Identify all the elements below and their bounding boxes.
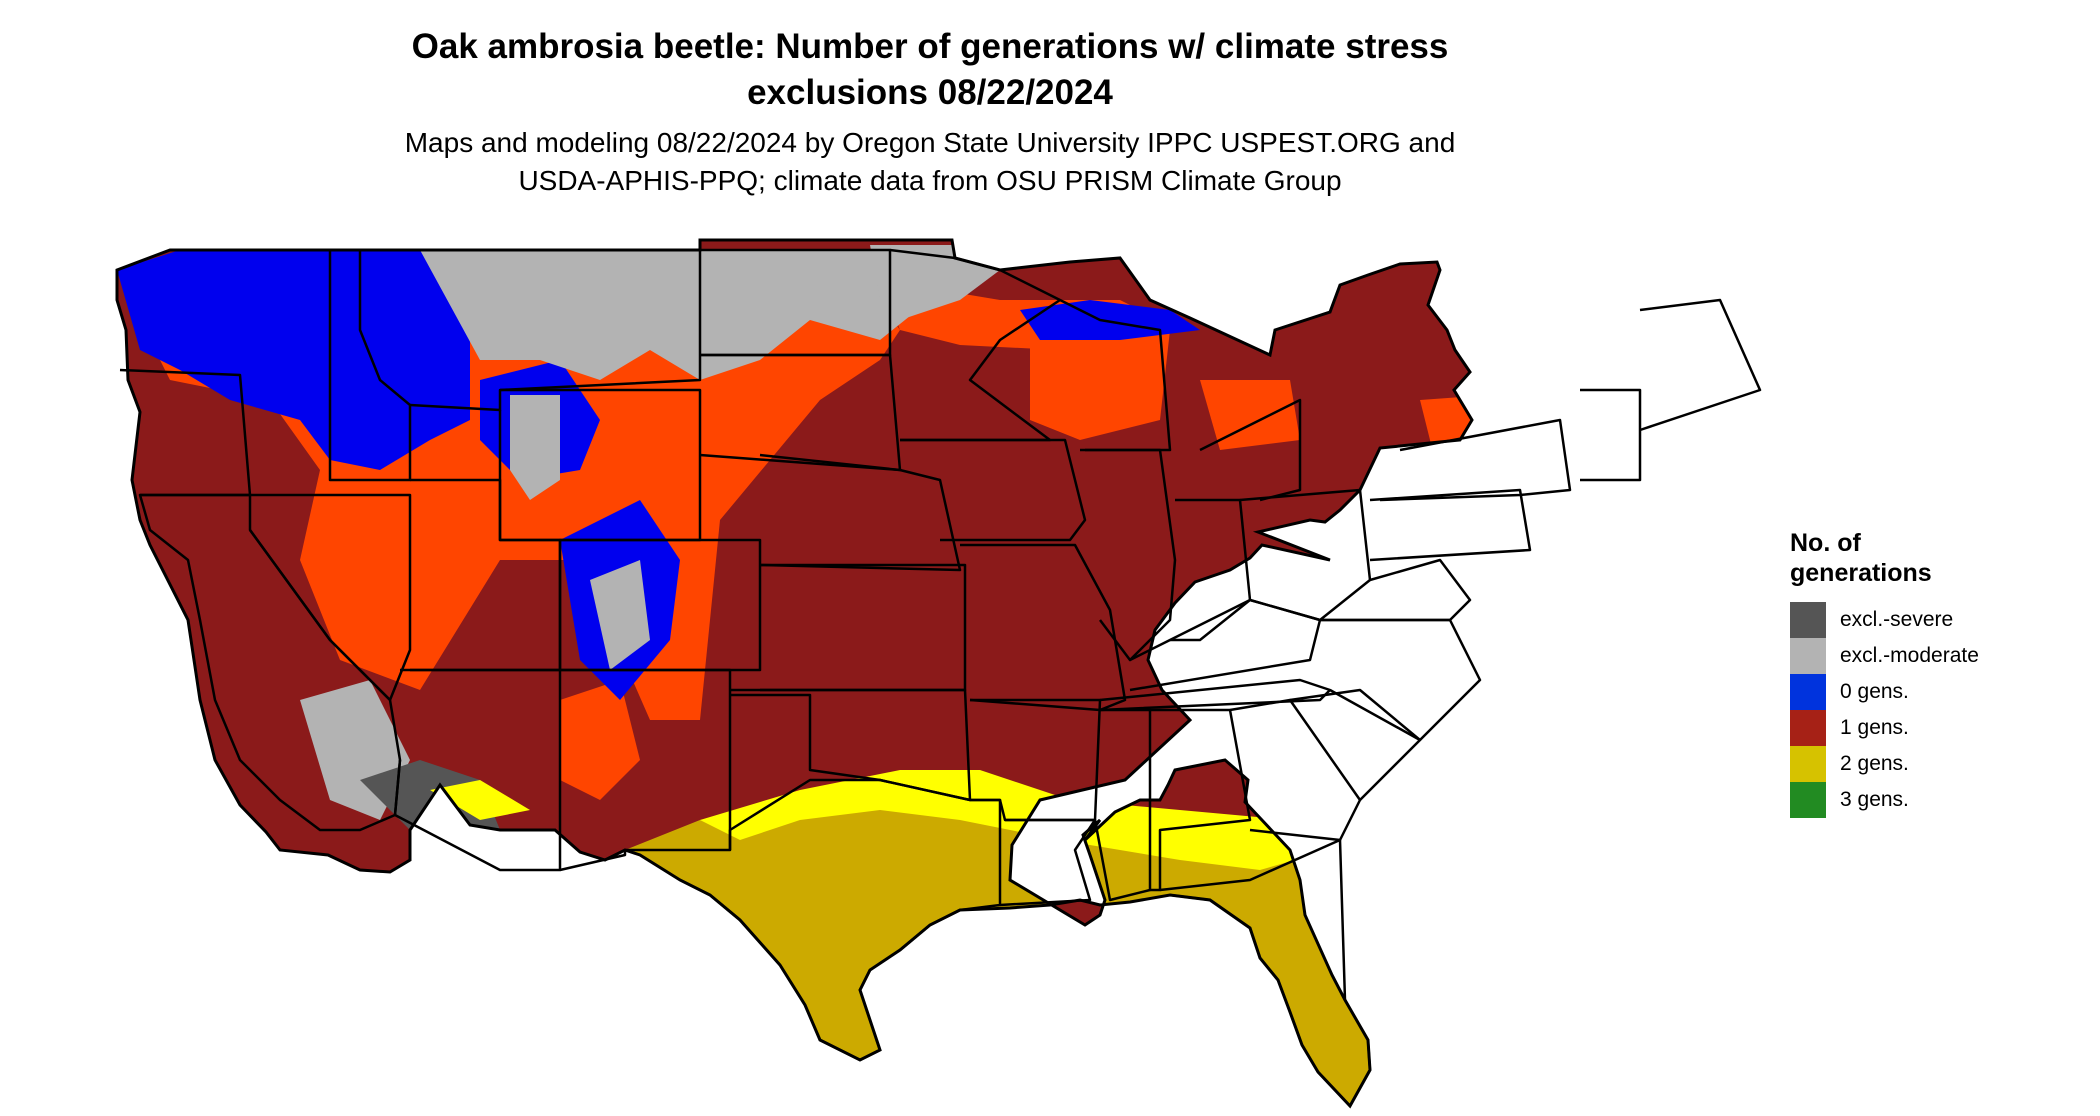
state-borders (119, 248, 1762, 1108)
legend-label: 1 gens. (1840, 716, 1909, 739)
legend-label: excl.-severe (1840, 608, 1954, 631)
legend-swatch (1790, 782, 1826, 818)
legend-items: excl.-severe excl.-moderate 0 gens. 1 gens.… (1790, 602, 2090, 818)
legend-item: excl.-moderate (1790, 638, 2090, 674)
legend-label: 2 gens. (1840, 752, 1909, 775)
iowa-border (900, 438, 1087, 542)
kentucky-border (1129, 598, 1322, 692)
pacific-northwest-zero-gen-region (117, 250, 470, 470)
michigan-border (1199, 398, 1302, 502)
south-dakota-border (699, 353, 902, 472)
new-mexico-border (559, 668, 732, 872)
virginia-border (1320, 558, 1472, 622)
map-subtitle-line-2: USDA-APHIS-PPQ; climate data from OSU PR… (518, 165, 1342, 196)
legend-label: 0 gens. (1840, 680, 1909, 703)
legend-item: 3 gens. (1790, 782, 2090, 818)
north-plains-excl-moderate-region (420, 250, 930, 380)
map-title: Oak ambrosia beetle: Number of generatio… (0, 24, 1860, 116)
yellowstone-excl-moderate-region (510, 395, 560, 500)
map-subtitle: Maps and modeling 08/22/2024 by Oregon S… (0, 124, 1860, 200)
illinois-border (1085, 448, 1177, 662)
louisiana-border (999, 818, 1097, 907)
map-title-line-2: exclusions 08/22/2024 (747, 73, 1113, 112)
colorado-border (558, 538, 762, 672)
michigan-north-region (1200, 380, 1300, 450)
az-rim-region (560, 680, 640, 800)
new-england-border (1580, 388, 1642, 482)
gulf-coast-two-gen-region (625, 800, 1370, 1106)
legend-item: 2 gens. (1790, 746, 2090, 782)
pennsylvania-border (1369, 488, 1532, 562)
legend-swatch (1790, 638, 1826, 674)
south-carolina-border (1289, 688, 1422, 801)
legend-swatch (1790, 602, 1826, 638)
legend-item: excl.-severe (1790, 602, 2090, 638)
minnesota-excl-moderate-region (870, 245, 1000, 320)
legend-swatch (1790, 710, 1826, 746)
legend-title: No. of generations (1790, 529, 1932, 587)
maine-excl-moderate-region (1660, 300, 1720, 360)
legend-item: 0 gens. (1790, 674, 2090, 710)
legend-item: 1 gens. (1790, 710, 2090, 746)
california-border (138, 493, 402, 832)
legend-label: excl.-moderate (1840, 644, 1979, 667)
wisconsin-region (1030, 320, 1170, 440)
new-york-border (1379, 418, 1572, 502)
legend: No. of generations excl.-severe excl.-mod… (1790, 528, 2090, 818)
legend-swatch (1790, 674, 1826, 710)
legend-label: 3 gens. (1840, 788, 1909, 811)
alabama-border (1150, 708, 1252, 892)
maine-border (1639, 298, 1762, 432)
arizona-two-gen-region (430, 780, 530, 820)
rockies-excl-moderate-region (590, 560, 650, 670)
map-fill (117, 240, 1720, 1106)
map-title-line-1: Oak ambrosia beetle: Number of generatio… (411, 27, 1449, 66)
nebraska-border (759, 453, 962, 572)
legend-swatch (1790, 746, 1826, 782)
missouri-border (960, 543, 1127, 712)
map-subtitle-line-1: Maps and modeling 08/22/2024 by Oregon S… (404, 127, 1456, 158)
